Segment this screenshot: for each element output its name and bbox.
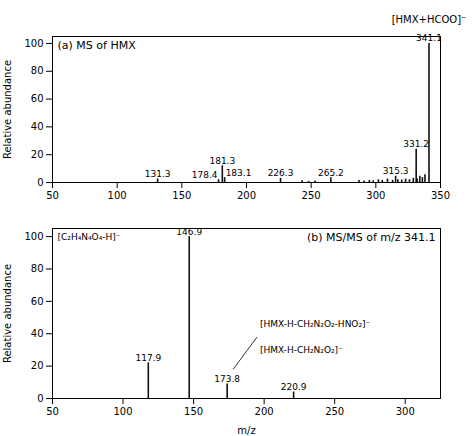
svg-text:[C₂H₄N₄O₄-H]⁻: [C₂H₄N₄O₄-H]⁻ <box>58 232 121 242</box>
svg-text:Relative abundance: Relative abundance <box>2 60 13 159</box>
svg-text:80: 80 <box>31 263 44 274</box>
svg-text:183.1: 183.1 <box>226 168 252 178</box>
svg-text:m/z: m/z <box>237 425 255 436</box>
svg-text:220.9: 220.9 <box>281 382 307 392</box>
svg-text:181.3: 181.3 <box>209 156 235 166</box>
svg-text:(b) MS/MS of m/z 341.1: (b) MS/MS of m/z 341.1 <box>307 231 436 244</box>
svg-text:40: 40 <box>31 328 44 339</box>
svg-text:150: 150 <box>184 406 203 417</box>
svg-text:146.9: 146.9 <box>176 227 202 237</box>
svg-text:0: 0 <box>37 393 43 404</box>
svg-text:60: 60 <box>31 296 44 307</box>
svg-text:50: 50 <box>46 406 59 417</box>
svg-text:131.3: 131.3 <box>145 169 171 179</box>
svg-text:300: 300 <box>396 406 415 417</box>
svg-text:[HMX+HCOO]⁻: [HMX+HCOO]⁻ <box>392 14 467 25</box>
svg-text:265.2: 265.2 <box>318 168 344 178</box>
svg-text:[HMX-H-CH₂N₂O₂]⁻: [HMX-H-CH₂N₂O₂]⁻ <box>260 345 343 355</box>
svg-text:300: 300 <box>366 190 385 201</box>
svg-text:[HMX-H-CH₂N₂O₂-HNO₂]⁻: [HMX-H-CH₂N₂O₂-HNO₂]⁻ <box>260 319 371 329</box>
svg-text:250: 250 <box>302 190 321 201</box>
svg-text:80: 80 <box>31 65 44 76</box>
svg-text:331.2: 331.2 <box>403 139 429 149</box>
svg-text:20: 20 <box>31 149 44 160</box>
svg-text:226.3: 226.3 <box>268 168 294 178</box>
svg-text:315.3: 315.3 <box>383 166 409 176</box>
svg-text:150: 150 <box>172 190 191 201</box>
svg-text:100: 100 <box>108 190 127 201</box>
svg-text:40: 40 <box>31 121 44 132</box>
svg-text:200: 200 <box>255 406 274 417</box>
svg-text:100: 100 <box>24 231 43 242</box>
svg-text:0: 0 <box>37 177 43 188</box>
svg-text:173.8: 173.8 <box>214 374 240 384</box>
svg-text:50: 50 <box>46 190 59 201</box>
svg-text:250: 250 <box>325 406 344 417</box>
svg-text:Relative abundance: Relative abundance <box>2 264 13 363</box>
svg-text:178.4: 178.4 <box>192 170 218 180</box>
svg-text:350: 350 <box>431 190 450 201</box>
svg-text:117.9: 117.9 <box>135 353 161 363</box>
svg-text:341.1: 341.1 <box>416 33 442 43</box>
svg-text:60: 60 <box>31 93 44 104</box>
svg-text:100: 100 <box>24 38 43 49</box>
svg-text:100: 100 <box>113 406 132 417</box>
svg-text:20: 20 <box>31 360 44 371</box>
svg-text:200: 200 <box>237 190 256 201</box>
svg-text:(a) MS of HMX: (a) MS of HMX <box>58 39 137 52</box>
